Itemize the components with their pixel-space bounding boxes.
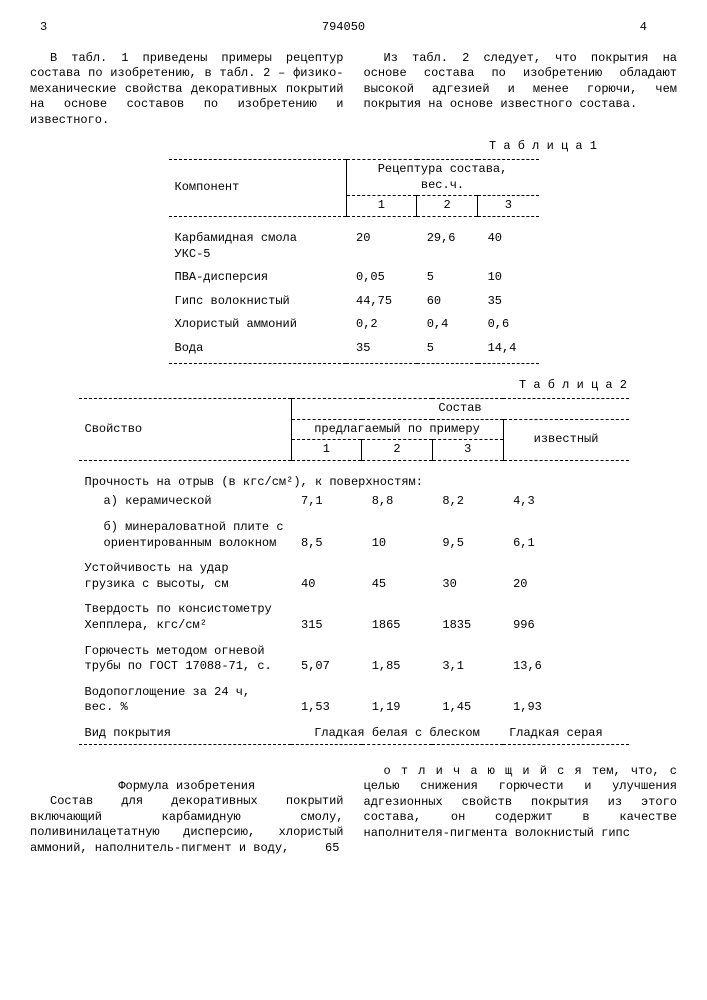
t2-appearance-label: Вид покрытия — [79, 724, 292, 744]
cell: 13,6 — [503, 642, 628, 683]
cell: 996 — [503, 600, 628, 641]
row-label: Вода — [169, 339, 347, 363]
cell: 1,19 — [362, 683, 433, 724]
formula-title: Формула изобретения — [30, 779, 344, 795]
cell: 8,5 — [291, 518, 362, 559]
page-right: 4 — [640, 20, 647, 36]
t2-appearance-known: Гладкая серая — [503, 724, 628, 744]
table-row: Устойчивость на удар грузика с высоты, с… — [79, 559, 629, 600]
cell: 0,05 — [346, 268, 417, 292]
t1-col-2: 2 — [417, 196, 478, 217]
row-label: Хлористый аммоний — [169, 315, 347, 339]
row-label: Твердость по консистометру Хепплера, кгс… — [79, 600, 292, 641]
cell: 1865 — [362, 600, 433, 641]
page-left: 3 — [40, 20, 47, 36]
cell: 44,75 — [346, 292, 417, 316]
cell: 1835 — [432, 600, 503, 641]
row-label: Карбамидная смола УКС-5 — [169, 229, 347, 268]
t1-col-3: 3 — [478, 196, 539, 217]
t2-peel-header: Прочность на отрыв (в кгс/см²), к поверх… — [79, 473, 629, 493]
table-row: Гипс волокнистый44,756035 — [169, 292, 539, 316]
row-label: Гипс волокнистый — [169, 292, 347, 316]
cell: 35 — [478, 292, 539, 316]
table-row: Вода35514,4 — [169, 339, 539, 363]
t2-col-1: 1 — [291, 440, 362, 461]
cell: 4,3 — [503, 492, 628, 518]
intro-columns: В табл. 1 приведены примеры рецептур сос… — [30, 51, 677, 129]
cell: 14,4 — [478, 339, 539, 363]
t2-appearance-proposed: Гладкая белая с блеском — [291, 724, 503, 744]
cell: 7,1 — [291, 492, 362, 518]
cell: 20 — [346, 229, 417, 268]
cell: 45 — [362, 559, 433, 600]
cell: 40 — [291, 559, 362, 600]
table1-label: Т а б л и ц а 1 — [30, 139, 677, 155]
cell: 3,1 — [432, 642, 503, 683]
formula-left: Состав для декоративных покрытий включаю… — [30, 794, 344, 856]
row-label: Водопоглощение за 24 ч, вес. % — [79, 683, 292, 724]
table-row: б) минераловатной плите с ориентированны… — [79, 518, 629, 559]
page-header: 3 794050 4 — [30, 20, 677, 36]
table-row: Карбамидная смола УКС-52029,640 — [169, 229, 539, 268]
cell: 0,4 — [417, 315, 478, 339]
cell: 29,6 — [417, 229, 478, 268]
t2-h-property: Свойство — [79, 399, 292, 461]
cell: 0,6 — [478, 315, 539, 339]
cell: 8,8 — [362, 492, 433, 518]
intro-right: Из табл. 2 следует, что покрытия на осно… — [364, 51, 678, 129]
cell: 35 — [346, 339, 417, 363]
table-row: Твердость по консистометру Хепплера, кгс… — [79, 600, 629, 641]
cell: 30 — [432, 559, 503, 600]
row-label: б) минераловатной плите с ориентированны… — [79, 518, 292, 559]
cell: 5 — [417, 339, 478, 363]
row-label: а) керамической — [79, 492, 292, 518]
intro-left: В табл. 1 приведены примеры рецептур сос… — [30, 51, 344, 129]
formula-right: о т л и ч а ю щ и й с я тем, что, с цель… — [364, 764, 678, 857]
cell: 315 — [291, 600, 362, 641]
t1-h-component: Компонент — [169, 160, 347, 217]
cell: 6,1 — [503, 518, 628, 559]
table-row: ПВА-дисперсия0,05510 — [169, 268, 539, 292]
cell: 1,53 — [291, 683, 362, 724]
cell: 1,45 — [432, 683, 503, 724]
formula-section: Формула изобретения Состав для декоратив… — [30, 764, 677, 857]
cell: 5,07 — [291, 642, 362, 683]
row-label: ПВА-дисперсия — [169, 268, 347, 292]
t2-col-3: 3 — [432, 440, 503, 461]
cell: 10 — [478, 268, 539, 292]
cell: 8,2 — [432, 492, 503, 518]
table2-label: Т а б л и ц а 2 — [30, 378, 677, 394]
table-row: Горючесть методом огневой трубы по ГОСТ … — [79, 642, 629, 683]
line-marker: 65 — [325, 841, 339, 857]
t2-h-proposed: предлагаемый по примеру — [291, 419, 503, 440]
cell: 20 — [503, 559, 628, 600]
doc-number: 794050 — [322, 20, 365, 36]
cell: 5 — [417, 268, 478, 292]
table-2: Свойство Состав предлагаемый по примеру … — [79, 398, 629, 749]
t1-h-recipe: Рецептура состава, вес.ч. — [346, 160, 538, 196]
t1-col-1: 1 — [346, 196, 417, 217]
table-row: Хлористый аммоний0,20,40,6 — [169, 315, 539, 339]
t2-h-known: известный — [503, 419, 628, 460]
row-label: Устойчивость на удар грузика с высоты, с… — [79, 559, 292, 600]
cell: 1,93 — [503, 683, 628, 724]
cell: 60 — [417, 292, 478, 316]
table-row: Водопоглощение за 24 ч, вес. %1,531,191,… — [79, 683, 629, 724]
table-1: Компонент Рецептура состава, вес.ч. 1 2 … — [169, 159, 539, 367]
t2-col-2: 2 — [362, 440, 433, 461]
t2-h-sostav: Состав — [291, 399, 629, 420]
table-row: а) керамической7,18,88,24,3 — [79, 492, 629, 518]
cell: 9,5 — [432, 518, 503, 559]
cell: 1,85 — [362, 642, 433, 683]
cell: 10 — [362, 518, 433, 559]
row-label: Горючесть методом огневой трубы по ГОСТ … — [79, 642, 292, 683]
cell: 40 — [478, 229, 539, 268]
cell: 0,2 — [346, 315, 417, 339]
